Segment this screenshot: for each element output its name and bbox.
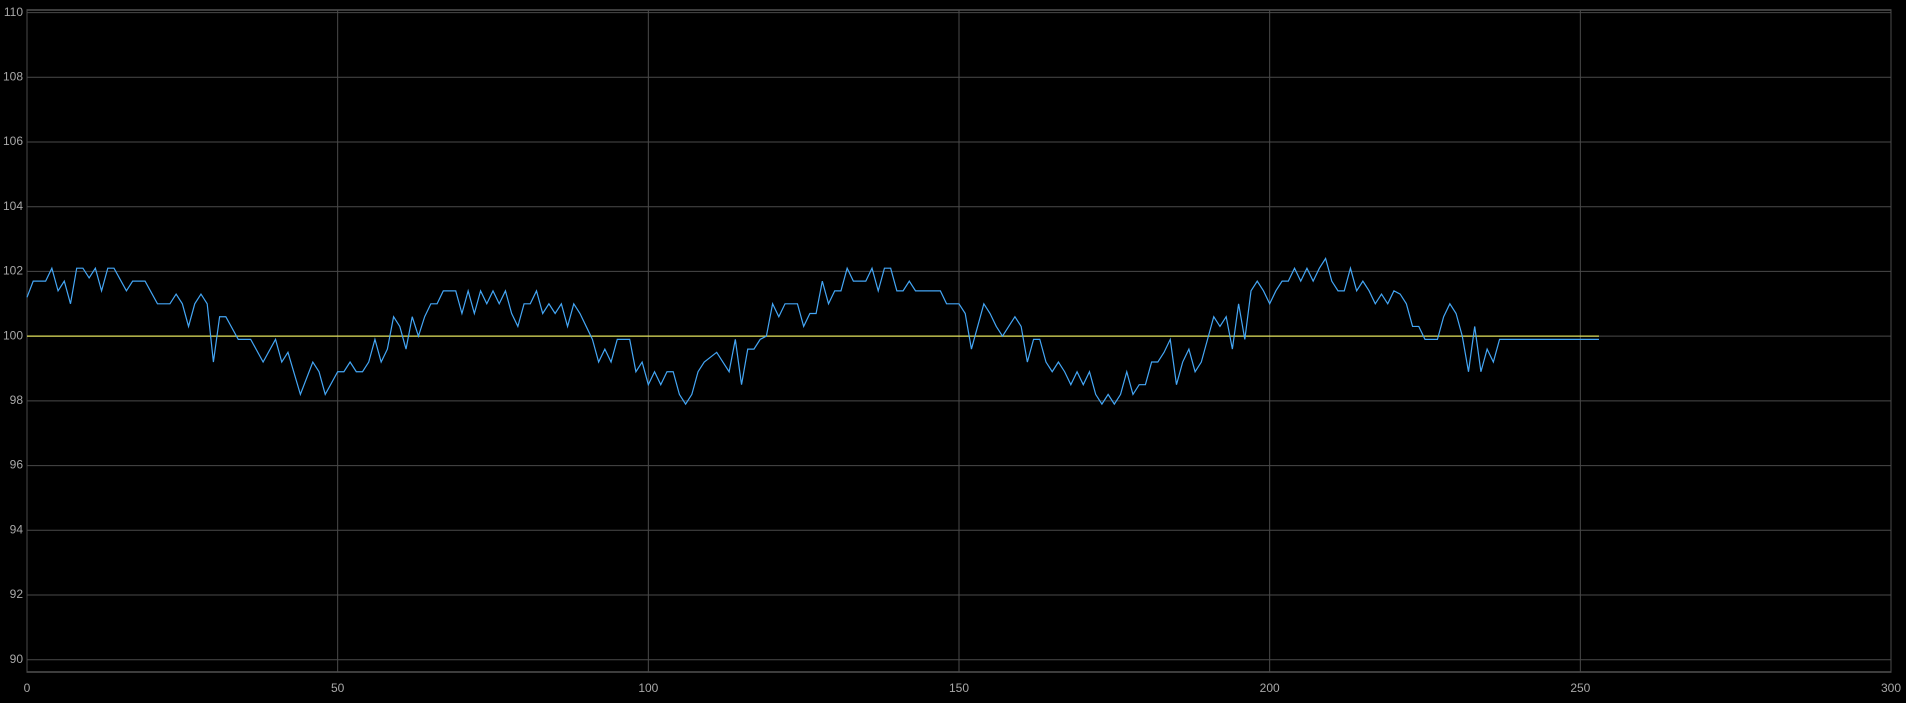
y-tick-label: 100 bbox=[3, 328, 23, 342]
y-tick-label: 90 bbox=[10, 652, 24, 666]
y-tick-label: 94 bbox=[10, 522, 24, 536]
x-tick-label: 0 bbox=[24, 681, 31, 695]
data-line bbox=[26, 257, 1599, 406]
x-tick-label: 300 bbox=[1881, 681, 1901, 695]
x-tick-label: 100 bbox=[638, 681, 658, 695]
x-tick-label: 200 bbox=[1260, 681, 1280, 695]
y-tick-label: 110 bbox=[4, 5, 23, 19]
x-tick-label: 150 bbox=[949, 681, 969, 695]
y-tick-label: 96 bbox=[10, 458, 24, 472]
y-tick-label: 108 bbox=[3, 69, 23, 83]
y-tick-label: 106 bbox=[3, 134, 23, 148]
y-tick-label: 102 bbox=[3, 264, 23, 278]
y-tick-label: 98 bbox=[10, 393, 24, 407]
y-tick-label: 104 bbox=[3, 199, 23, 213]
x-tick-label: 50 bbox=[331, 681, 345, 695]
x-tick-label: 250 bbox=[1570, 681, 1590, 695]
y-tick-label: 92 bbox=[10, 587, 24, 601]
